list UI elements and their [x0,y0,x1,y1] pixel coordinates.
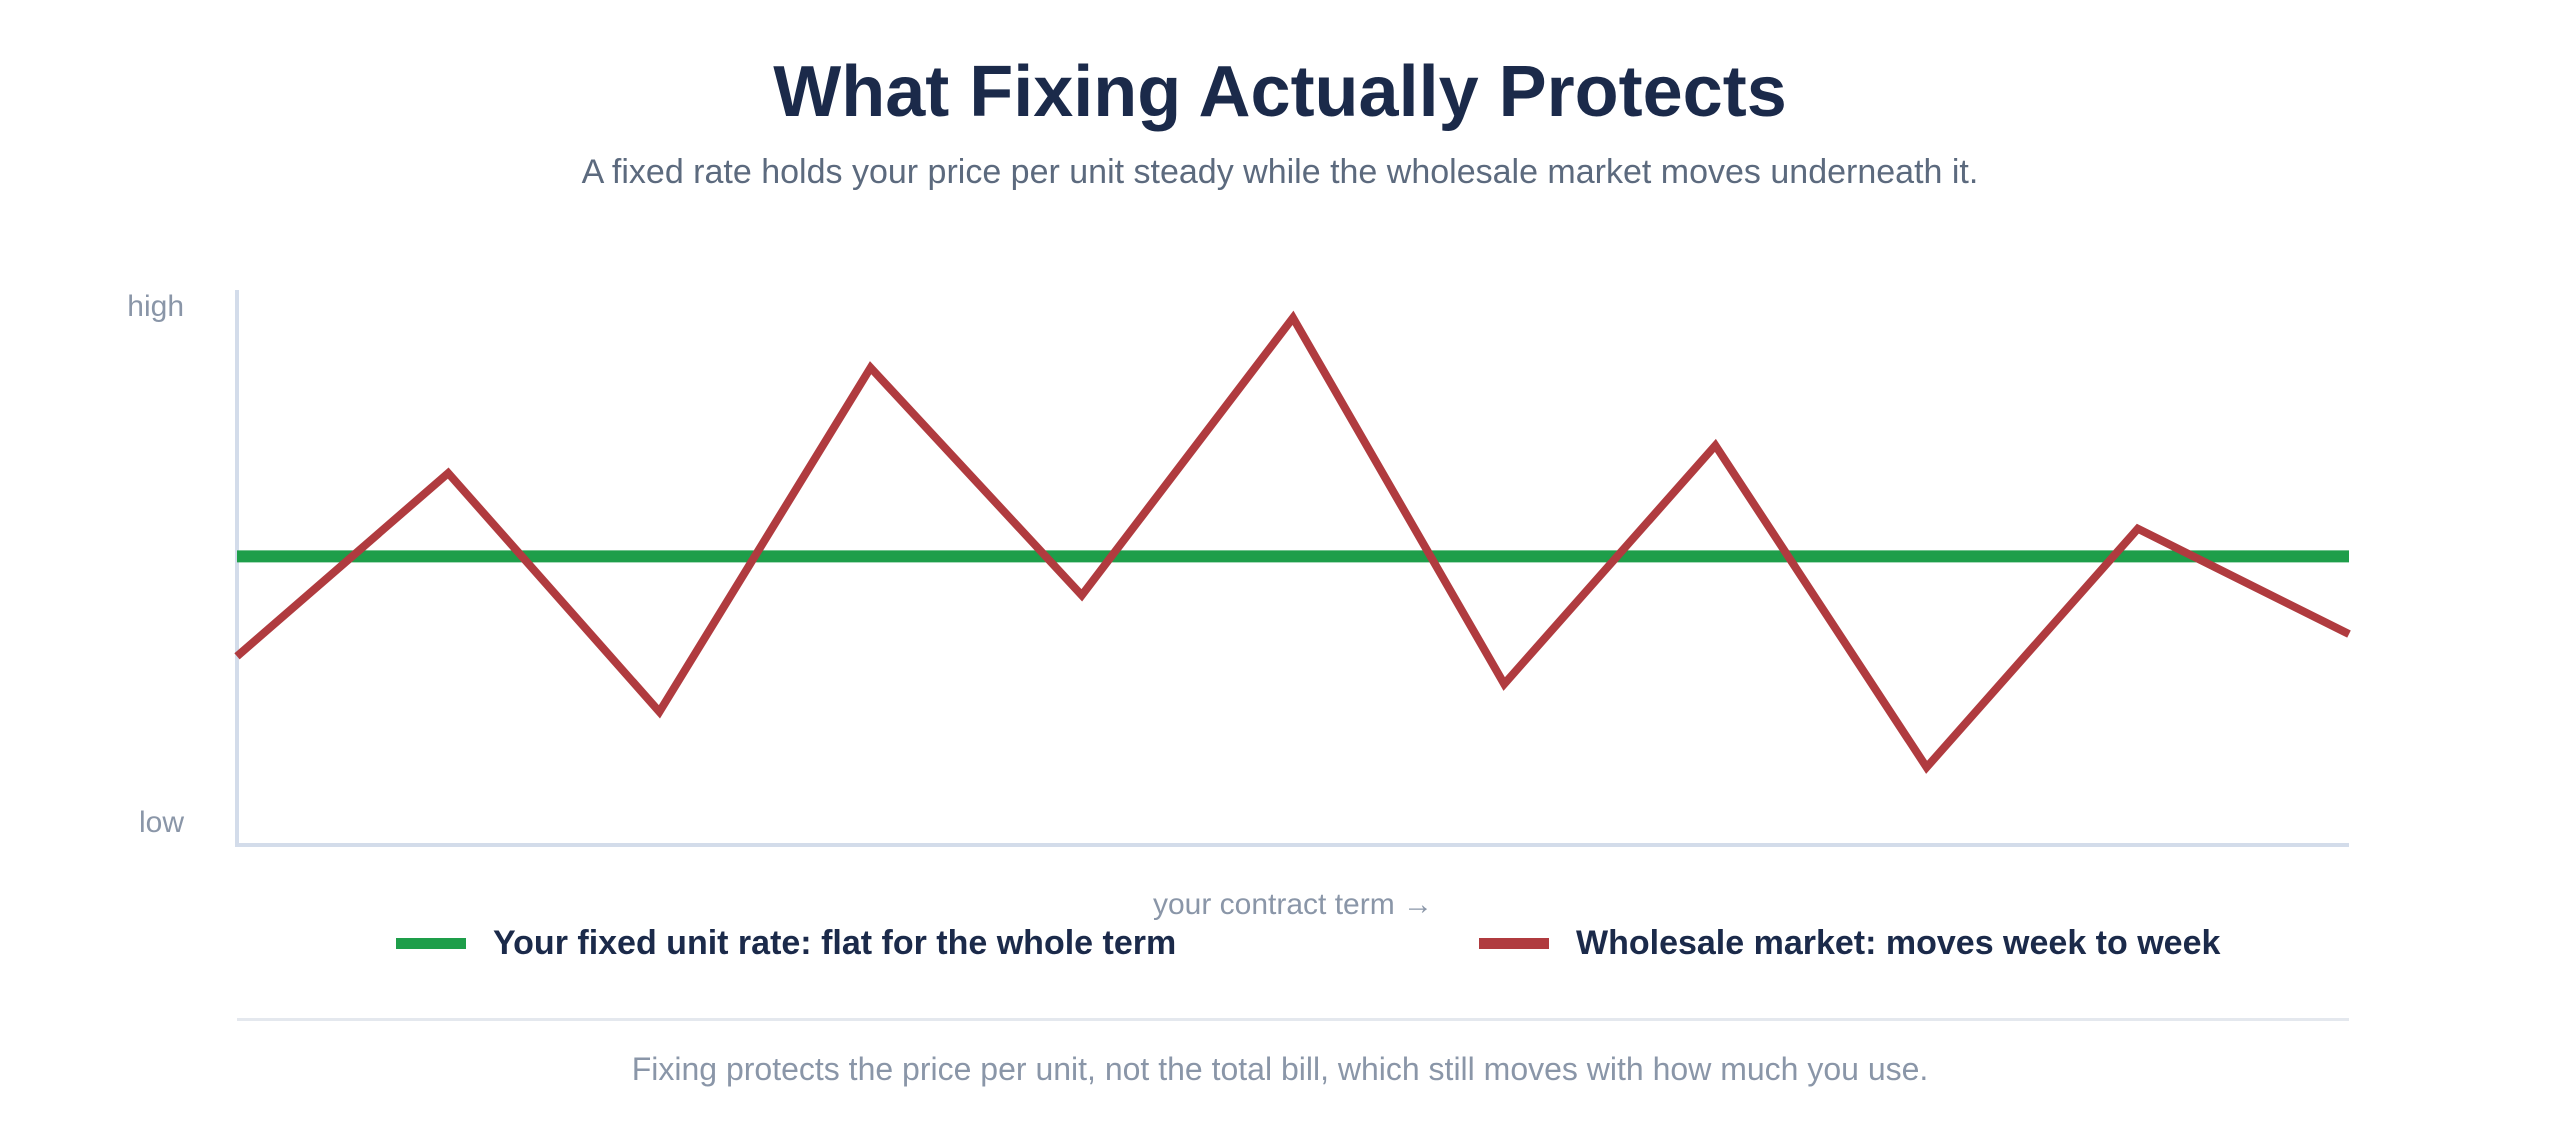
legend-swatch-fixed-rate [396,937,466,949]
legend-swatch-wholesale [1479,937,1549,949]
series-line-wholesale [234,310,2351,774]
chart-title: What Fixing Actually Protects [773,52,1787,132]
legend-item-wholesale: Wholesale market: moves week to week [1479,918,2220,968]
y-tick-label-high: high [127,290,184,323]
footnote: Fixing protects the price per unit, not … [631,1051,1929,1087]
chart-subtitle: A fixed rate holds your price per unit s… [581,153,1979,191]
axes [235,290,2349,847]
series-layer [234,310,2351,774]
legend: Your fixed unit rate: flat for the whole… [0,918,2560,968]
legend-item-fixed-rate: Your fixed unit rate: flat for the whole… [396,918,1176,968]
y-tick-label-low: low [139,806,184,839]
legend-label-fixed-rate: Your fixed unit rate: flat for the whole… [493,923,1177,962]
legend-label-wholesale: Wholesale market: moves week to week [1576,923,2221,962]
divider [237,1018,2349,1021]
x-axis-label: your contract term → [1153,888,1433,921]
